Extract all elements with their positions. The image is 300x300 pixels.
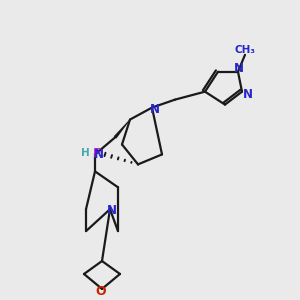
Text: O: O <box>96 285 106 298</box>
Text: N: N <box>234 62 244 75</box>
Text: N: N <box>150 103 160 116</box>
Text: N: N <box>107 204 117 217</box>
Text: N: N <box>243 88 253 101</box>
Text: CH₃: CH₃ <box>235 45 256 55</box>
Text: H: H <box>81 148 90 158</box>
Text: N: N <box>94 148 104 161</box>
Text: F: F <box>93 147 101 160</box>
Polygon shape <box>114 119 130 139</box>
